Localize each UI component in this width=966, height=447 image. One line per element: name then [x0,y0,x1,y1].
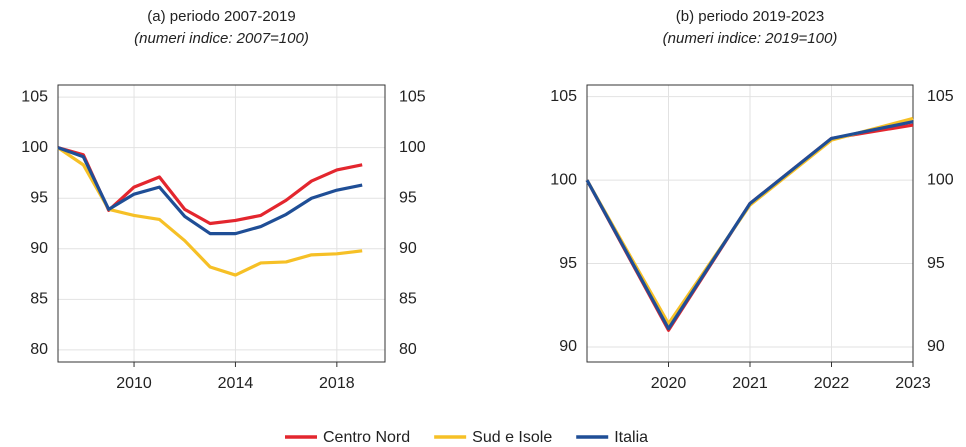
y-tick-label: 85 [30,291,48,308]
y-tick-label: 105 [550,88,577,105]
y-tick-label: 95 [559,255,577,272]
x-tick-label: 2021 [732,375,768,392]
y2-tick-label: 105 [927,88,954,105]
legend-label: Centro Nord [323,429,410,446]
legend-label: Sud e Isole [472,429,552,446]
x-tick-label: 2022 [814,375,850,392]
y-tick-label: 90 [559,338,577,355]
x-tick-label: 2018 [319,375,355,392]
y2-tick-label: 100 [927,171,954,188]
legend-label: Italia [614,429,648,446]
y2-tick-label: 95 [927,255,945,272]
y2-tick-label: 105 [399,88,426,105]
y2-tick-label: 90 [399,240,417,257]
y-tick-label: 100 [550,171,577,188]
y-tick-label: 100 [21,139,48,156]
y-tick-label: 105 [21,88,48,105]
chart-title: (b) periodo 2019-2023 [676,8,824,25]
y2-tick-label: 95 [399,189,417,206]
y2-tick-label: 100 [399,139,426,156]
y-tick-label: 90 [30,240,48,257]
y2-tick-label: 80 [399,341,417,358]
series-line [585,120,914,331]
x-tick-label: 2020 [651,375,687,392]
y-tick-label: 80 [30,341,48,358]
y2-tick-label: 85 [399,291,417,308]
chart-subtitle: (numeri indice: 2007=100) [134,30,309,47]
series-line [57,146,363,277]
chart-subtitle: (numeri indice: 2019=100) [663,30,838,47]
y-tick-label: 95 [30,189,48,206]
x-tick-label: 2010 [116,375,152,392]
series-line [57,146,363,226]
x-tick-label: 2023 [895,375,931,392]
plot-frame [586,84,914,363]
series-line [57,146,363,236]
y2-tick-label: 90 [927,338,945,355]
plot-frame [57,84,386,363]
x-tick-label: 2014 [218,375,254,392]
chart-title: (a) periodo 2007-2019 [147,8,295,25]
